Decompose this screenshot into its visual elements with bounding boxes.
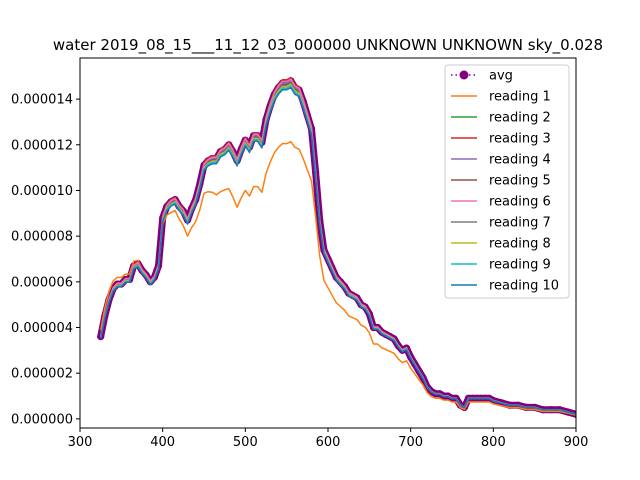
x-tick-label: 700 [398,435,423,450]
y-tick-label: 0.000002 [11,367,73,382]
legend-label: reading 5 [489,174,551,189]
legend-label: reading 2 [489,111,551,126]
legend-label: avg [489,69,513,84]
legend-label: reading 10 [489,279,559,294]
y-tick-label: 0.000008 [11,230,73,245]
legend-label: reading 3 [489,132,551,147]
legend-marker [460,71,469,80]
x-axis: 300 400 500 600 700 800 900 [68,428,589,450]
y-tick-label: 0.000010 [11,184,73,199]
legend-label: reading 9 [489,258,551,273]
legend-label: reading 8 [489,237,551,252]
x-tick-label: 400 [150,435,175,450]
legend-label: reading 7 [489,216,551,231]
y-axis: 0.000000 0.000002 0.000004 0.000006 0.000008… [11,93,80,428]
x-tick-label: 800 [481,435,506,450]
legend-label: reading 1 [489,90,551,105]
x-tick-label: 500 [233,435,258,450]
y-tick-label: 0.000006 [11,275,73,290]
y-tick-label: 0.000000 [11,412,73,427]
x-tick-label: 300 [68,435,93,450]
legend: avg reading 1 reading 2 reading 3 reading 4 r… [445,65,569,298]
x-tick-label: 600 [316,435,341,450]
y-tick-label: 0.000004 [11,321,73,336]
x-tick-label: 900 [564,435,589,450]
chart-title: water 2019_08_15___11_12_03_000000 UNKNO… [53,36,603,55]
y-tick-label: 0.000014 [11,93,73,108]
legend-label: reading 6 [489,195,551,210]
legend-label: reading 4 [489,153,551,168]
y-tick-label: 0.000012 [11,138,73,153]
